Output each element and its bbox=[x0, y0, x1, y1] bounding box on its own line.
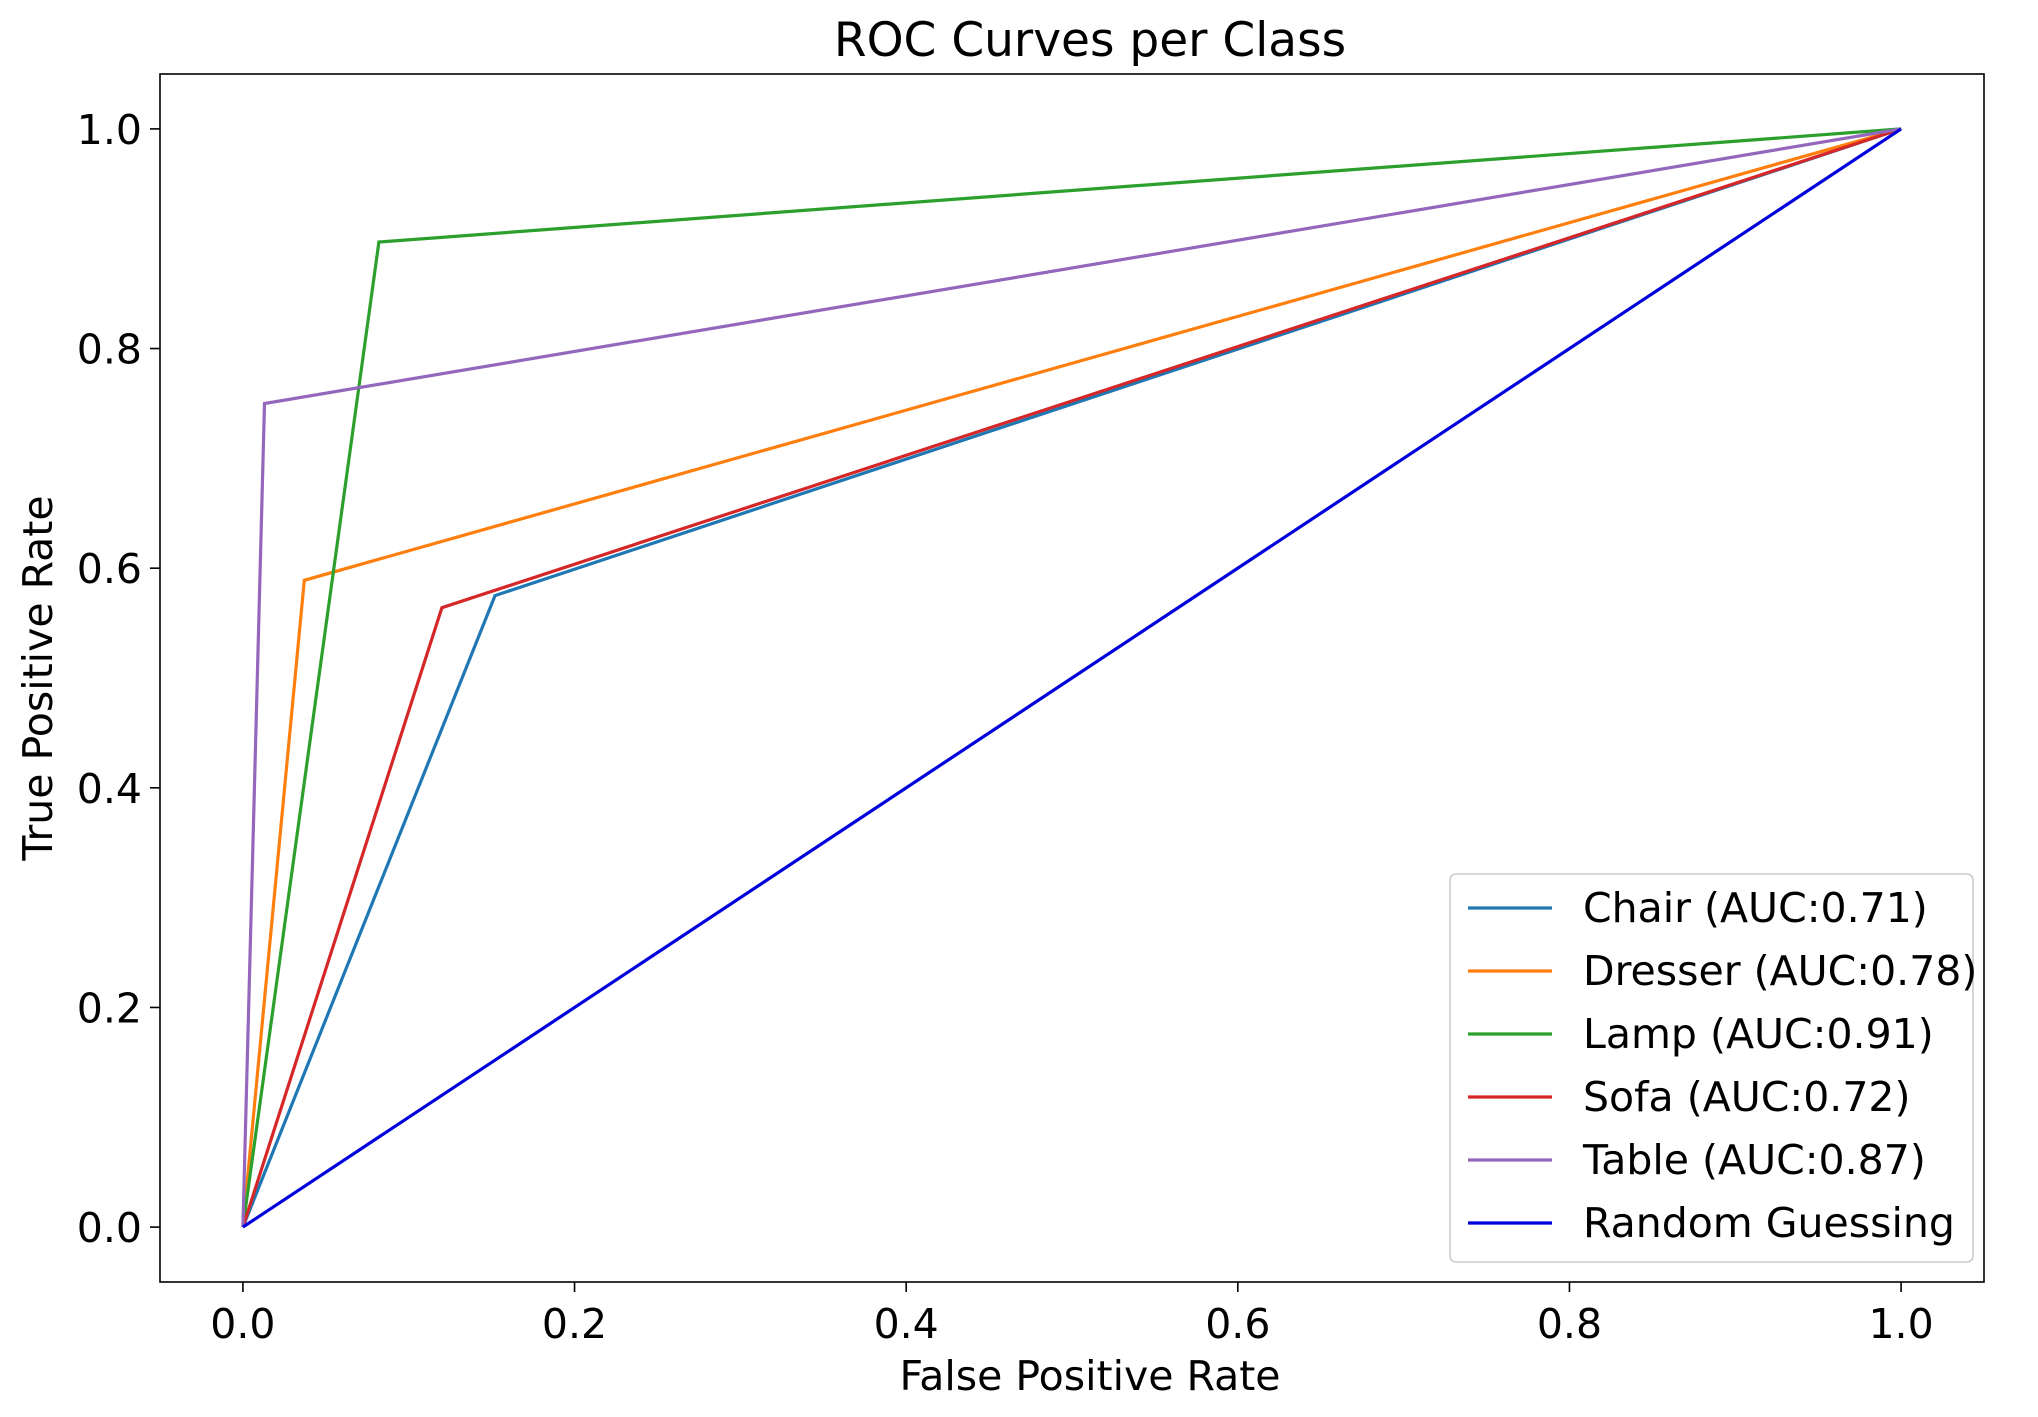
y-tick-label: 1.0 bbox=[77, 106, 142, 154]
y-tick-label: 0.0 bbox=[77, 1204, 142, 1252]
y-axis-label: True Positive Rate bbox=[14, 495, 62, 861]
series-line bbox=[241, 127, 1902, 1228]
series-line bbox=[241, 127, 1902, 1228]
legend: Chair (AUC:0.71) Dresser (AUC:0.78) Lamp (… bbox=[1449, 873, 1977, 1263]
x-axis: 0.0 0.2 0.4 0.6 0.8 1.0 bbox=[210, 1282, 1934, 1348]
x-axis-label: False Positive Rate bbox=[899, 1352, 1280, 1400]
legend-label: Dresser (AUC:0.78) bbox=[1583, 947, 1977, 995]
legend-label: Chair (AUC:0.71) bbox=[1583, 884, 1928, 932]
y-axis: 0.0 0.2 0.4 0.6 0.8 1.0 bbox=[77, 106, 160, 1252]
y-tick-label: 0.4 bbox=[77, 765, 142, 813]
series-line bbox=[241, 127, 1902, 1228]
legend-label: Lamp (AUC:0.91) bbox=[1583, 1010, 1934, 1058]
series-line bbox=[241, 127, 1902, 1228]
series-line bbox=[241, 127, 1902, 1228]
legend-label: Sofa (AUC:0.72) bbox=[1583, 1073, 1910, 1121]
x-tick-label: 0.2 bbox=[542, 1300, 607, 1348]
legend-label: Table (AUC:0.87) bbox=[1582, 1136, 1926, 1184]
x-tick-label: 0.0 bbox=[210, 1300, 275, 1348]
series-line bbox=[242, 127, 1902, 1229]
y-tick-label: 0.6 bbox=[77, 545, 142, 593]
y-tick-label: 0.2 bbox=[77, 984, 142, 1032]
x-tick-label: 0.6 bbox=[1205, 1300, 1270, 1348]
legend-box bbox=[1449, 873, 1974, 1263]
x-tick-label: 0.8 bbox=[1537, 1300, 1602, 1348]
x-tick-label: 0.4 bbox=[874, 1300, 939, 1348]
legend-label: Random Guessing bbox=[1583, 1199, 1955, 1247]
y-tick-label: 0.8 bbox=[77, 326, 142, 374]
x-tick-label: 1.0 bbox=[1868, 1300, 1933, 1348]
plot-frame bbox=[159, 73, 1985, 1283]
plot-area bbox=[159, 73, 1985, 1283]
chart-title: ROC Curves per Class bbox=[834, 13, 1346, 68]
